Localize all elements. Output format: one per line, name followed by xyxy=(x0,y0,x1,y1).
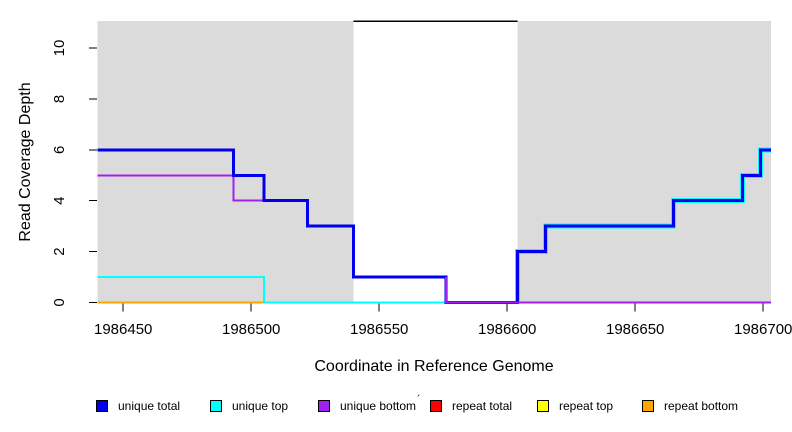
series-lines xyxy=(97,147,771,304)
bg-region-unique-left xyxy=(97,21,354,304)
y-tick-label: 10 xyxy=(51,40,68,57)
legend-label: repeat bottom xyxy=(664,399,739,413)
legend-item-repeat-bottom: repeat bottom xyxy=(642,399,738,413)
legend-stray-mark: ´ xyxy=(417,394,421,406)
legend-swatch xyxy=(96,400,108,412)
legend-swatch xyxy=(537,400,549,412)
x-tick-label: 1986700 xyxy=(734,321,792,338)
legend-label: unique bottom xyxy=(340,399,417,413)
y-tick-label: 8 xyxy=(51,95,68,103)
plot-background xyxy=(97,20,771,304)
x-tick-label: 1986600 xyxy=(478,321,536,338)
legend-label: repeat total xyxy=(452,399,513,413)
legend-label: unique total xyxy=(118,399,181,413)
y-tick-label: 0 xyxy=(51,298,68,306)
x-tick-label: 1986450 xyxy=(94,321,152,338)
legend-label: repeat top xyxy=(559,399,614,413)
legend-item-repeat-total: repeat total xyxy=(430,399,512,413)
x-axis-label: Coordinate in Reference Genome xyxy=(314,358,553,375)
legend-label: unique top xyxy=(232,399,289,413)
legend-item-unique-bottom: unique bottom xyxy=(318,399,416,413)
legend-item-repeat-top: repeat top xyxy=(537,399,613,413)
legend-swatch xyxy=(318,400,330,412)
legend-item-unique-top: unique top xyxy=(210,399,288,413)
legend-swatch xyxy=(210,400,222,412)
legend-swatch xyxy=(642,400,654,412)
y-tick-label: 6 xyxy=(51,146,68,154)
axes: 1986450 1986500 1986550 1986600 1986650 19867… xyxy=(51,40,792,338)
x-tick-label: 1986550 xyxy=(350,321,408,338)
legend-swatch xyxy=(430,400,442,412)
bg-region-unique-right xyxy=(517,21,771,304)
bg-region-repeat-middle xyxy=(353,21,518,304)
legend-item-unique-total: unique total xyxy=(96,399,180,413)
x-tick-label: 1986650 xyxy=(606,321,664,338)
legend: unique total unique top unique bottom repea… xyxy=(0,399,792,415)
y-tick-label: 2 xyxy=(51,247,68,255)
y-axis-label: Read Coverage Depth xyxy=(17,82,34,241)
x-tick-label: 1986500 xyxy=(222,321,280,338)
series-unique-bottom-overlay xyxy=(444,277,771,304)
y-tick-label: 4 xyxy=(51,197,68,205)
